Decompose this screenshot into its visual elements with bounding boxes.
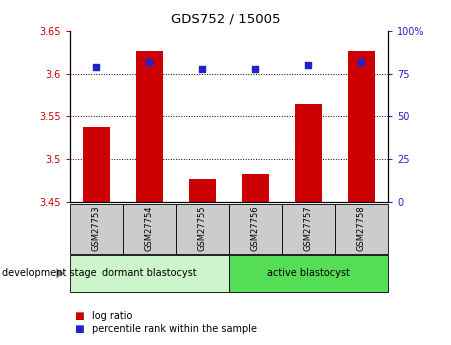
Text: GSM27757: GSM27757 xyxy=(304,206,313,252)
Text: ■: ■ xyxy=(74,311,84,321)
Point xyxy=(146,59,153,65)
Point xyxy=(93,64,100,70)
Text: active blastocyst: active blastocyst xyxy=(267,268,350,278)
Text: GSM27758: GSM27758 xyxy=(357,206,366,252)
Text: log ratio: log ratio xyxy=(92,311,132,321)
Text: GSM27755: GSM27755 xyxy=(198,206,207,251)
Text: GDS752 / 15005: GDS752 / 15005 xyxy=(171,12,280,25)
Point xyxy=(252,66,259,71)
Bar xyxy=(295,104,322,202)
Text: percentile rank within the sample: percentile rank within the sample xyxy=(92,325,257,334)
Text: ■: ■ xyxy=(74,325,84,334)
Point xyxy=(199,66,206,71)
Text: GSM27753: GSM27753 xyxy=(92,206,101,252)
Point xyxy=(358,59,365,65)
Text: GSM27756: GSM27756 xyxy=(251,206,260,252)
Text: development stage: development stage xyxy=(2,268,97,278)
Bar xyxy=(189,179,216,202)
Bar xyxy=(348,51,375,202)
Text: dormant blastocyst: dormant blastocyst xyxy=(102,268,197,278)
Bar xyxy=(136,51,163,202)
Bar xyxy=(83,127,110,202)
Bar xyxy=(242,174,269,202)
Text: GSM27754: GSM27754 xyxy=(145,206,154,251)
Point xyxy=(305,62,312,68)
